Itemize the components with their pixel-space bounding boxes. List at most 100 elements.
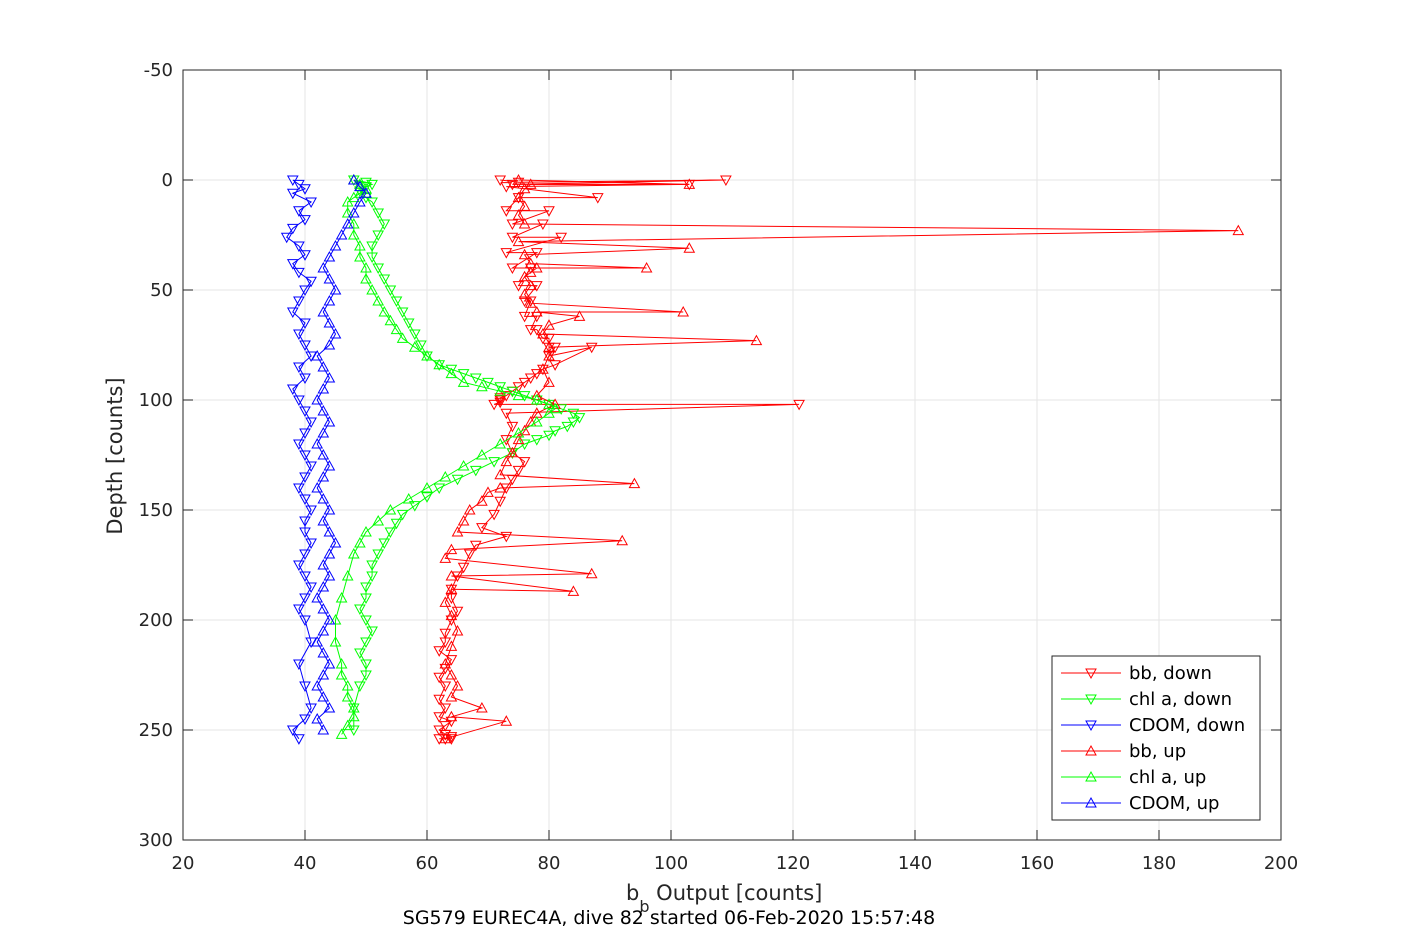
data-point <box>360 659 372 671</box>
data-point <box>384 314 397 326</box>
y-tick-label: 150 <box>139 500 173 521</box>
data-point <box>311 679 324 691</box>
data-point <box>341 719 354 731</box>
data-point <box>457 459 470 471</box>
data-point <box>299 571 311 583</box>
x-tick-label: 100 <box>654 853 688 874</box>
data-point <box>360 670 372 682</box>
data-point <box>591 193 604 204</box>
data-point <box>299 681 311 693</box>
data-point <box>567 585 580 596</box>
data-point <box>457 514 470 526</box>
data-point <box>500 206 513 217</box>
x-tick-label: 140 <box>898 853 932 874</box>
data-point <box>451 624 464 636</box>
data-point <box>500 435 513 446</box>
data-point <box>335 228 348 240</box>
data-point <box>360 272 372 284</box>
data-point <box>366 197 378 209</box>
data-point <box>299 549 311 561</box>
data-point <box>561 421 574 433</box>
data-point <box>286 384 299 396</box>
data-point <box>299 450 311 462</box>
data-point <box>512 209 525 220</box>
legend-marker <box>1085 796 1097 808</box>
data-point <box>518 311 531 323</box>
data-point <box>530 248 543 259</box>
data-point <box>494 437 507 449</box>
data-point <box>317 558 330 570</box>
data-point <box>299 714 311 726</box>
data-point <box>305 417 317 429</box>
data-point <box>445 367 458 379</box>
data-point <box>341 679 354 691</box>
data-point <box>372 263 385 275</box>
legend-marker <box>1085 668 1097 680</box>
data-point <box>347 228 360 240</box>
data-point <box>323 503 336 515</box>
data-point <box>354 536 366 548</box>
data-point <box>366 283 378 295</box>
data-point <box>341 569 354 581</box>
data-point <box>512 389 525 401</box>
data-point <box>476 448 488 460</box>
data-point <box>323 701 336 713</box>
data-point <box>317 360 330 372</box>
data-point <box>286 259 299 270</box>
data-point <box>500 182 513 193</box>
data-point <box>323 415 336 427</box>
x-axis-label-main: b <box>626 881 639 905</box>
data-point <box>347 206 360 218</box>
data-point <box>317 305 330 317</box>
y-tick-label: -50 <box>144 60 173 81</box>
data-point <box>329 283 342 295</box>
data-point <box>286 188 299 200</box>
data-point <box>476 495 488 506</box>
data-point <box>494 175 507 187</box>
data-point <box>347 547 360 559</box>
data-point <box>469 540 482 552</box>
data-point <box>439 552 452 563</box>
data-point <box>341 206 354 218</box>
data-point <box>445 569 458 581</box>
data-point <box>293 267 305 279</box>
legend-label: CDOM, up <box>1129 793 1219 814</box>
data-point <box>293 296 305 308</box>
data-point <box>293 604 305 616</box>
data-point <box>360 261 372 273</box>
data-point <box>317 690 330 702</box>
data-point <box>360 187 372 198</box>
data-point <box>573 310 586 321</box>
data-point <box>299 406 311 418</box>
data-point <box>390 323 403 335</box>
data-point <box>451 525 464 537</box>
legend-label: bb, up <box>1129 741 1186 762</box>
data-point <box>305 703 317 715</box>
data-point <box>524 297 537 308</box>
data-point <box>299 593 311 605</box>
x-axis-label-subscript: b <box>639 897 649 916</box>
data-point <box>317 382 330 394</box>
data-point <box>494 385 507 396</box>
data-point <box>683 242 696 253</box>
data-point <box>360 582 372 594</box>
data-point <box>341 690 354 702</box>
data-point <box>524 279 537 291</box>
x-tick-label: 120 <box>776 853 810 874</box>
data-point <box>293 206 305 217</box>
data-point <box>396 509 409 521</box>
data-point <box>299 215 311 226</box>
data-point <box>585 567 598 579</box>
data-point <box>305 461 317 473</box>
data-point <box>476 701 488 713</box>
data-point <box>628 477 641 489</box>
data-point <box>384 503 397 515</box>
data-point <box>299 250 311 261</box>
data-point <box>451 606 464 618</box>
data-point <box>543 349 555 361</box>
data-point <box>518 217 531 229</box>
data-point <box>299 494 311 506</box>
data-point <box>305 582 317 594</box>
data-point <box>317 448 330 460</box>
data-point <box>451 679 464 691</box>
